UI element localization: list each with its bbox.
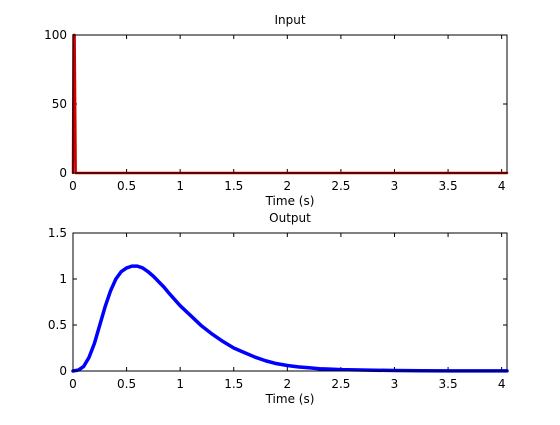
x-tick-label: 0.5 [117,377,136,391]
x-tick-label: 4 [498,377,506,391]
x-tick-label: 0.5 [117,179,136,193]
y-tick-label: 0 [59,166,67,180]
x-tick-label: 1.5 [224,377,243,391]
x-tick-label: 0 [69,179,77,193]
axes-frame [72,232,508,372]
x-axis-label: Time (s) [265,194,315,208]
x-tick-label: 2 [284,179,292,193]
x-tick-label: 3.5 [439,179,458,193]
y-tick-label: 0.5 [48,318,67,332]
x-tick-label: 1 [176,179,184,193]
x-tick-label: 2.5 [331,179,350,193]
series-line [71,264,509,373]
y-tick-label: 0 [59,364,67,378]
x-tick-label: 0 [69,377,77,391]
axes-frame [72,34,508,174]
x-tick-label: 3 [391,179,399,193]
x-axis-label: Time (s) [265,392,315,406]
x-tick-label: 3.5 [439,377,458,391]
y-tick-label: 1.5 [48,226,67,240]
plot-area [73,233,507,371]
x-tick-label: 1 [176,377,184,391]
x-tick-label: 3 [391,377,399,391]
chart-title: Output [269,211,311,225]
x-tick-label: 2.5 [331,377,350,391]
y-tick-label: 1 [59,272,67,286]
x-tick-label: 1.5 [224,179,243,193]
plot-area [73,35,507,173]
x-tick-label: 2 [284,377,292,391]
chart-title: Input [274,13,305,27]
x-tick-label: 4 [498,179,506,193]
y-tick-label: 100 [44,28,67,42]
y-tick-label: 50 [52,97,67,111]
